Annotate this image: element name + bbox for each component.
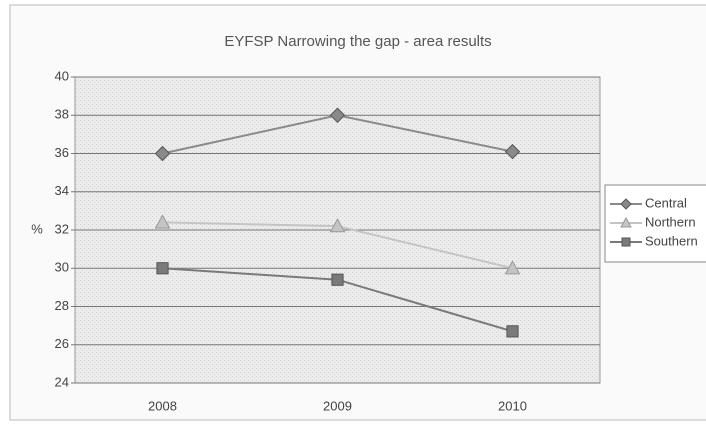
legend-label: Northern	[645, 214, 696, 229]
data-point	[329, 107, 346, 123]
data-point	[506, 325, 519, 338]
data-point	[504, 143, 521, 160]
legend-label: Central	[645, 195, 687, 210]
x-tick-label: 2010	[498, 398, 527, 413]
chart-title: EYFSP Narrowing the gap - area results	[224, 33, 491, 50]
legend-marker	[620, 216, 632, 228]
x-tick-label: 2008	[148, 398, 177, 413]
legend-marker	[620, 198, 632, 210]
data-point	[331, 273, 344, 286]
data-point	[154, 145, 171, 162]
y-tick-label: 30	[55, 260, 69, 275]
data-point	[154, 214, 171, 229]
data-point	[156, 262, 169, 275]
x-tick-label: 2009	[323, 398, 352, 413]
y-tick-label: 32	[55, 221, 69, 236]
data-point	[329, 218, 346, 233]
data-point	[504, 260, 521, 275]
legend-marker	[621, 237, 631, 247]
y-tick-label: 36	[55, 145, 69, 160]
y-tick-label: 34	[55, 183, 69, 198]
y-tick-label: 40	[55, 68, 69, 83]
y-axis-label: %	[31, 221, 43, 236]
y-tick-label: 24	[55, 374, 69, 389]
y-tick-label: 26	[55, 336, 69, 351]
y-tick-label: 28	[55, 298, 69, 313]
legend-label: Southern	[645, 233, 698, 248]
y-tick-label: 38	[55, 107, 69, 122]
